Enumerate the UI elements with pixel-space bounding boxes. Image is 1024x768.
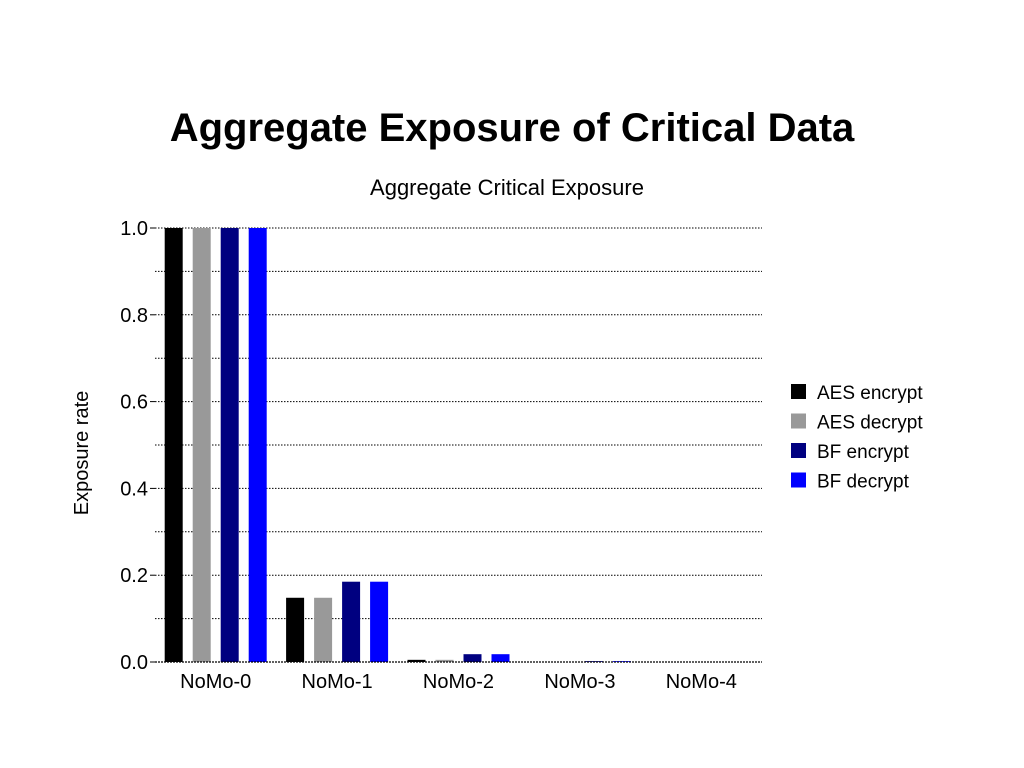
x-tick-label: NoMo-2 (423, 671, 494, 693)
legend-label: BF encrypt (817, 442, 910, 463)
bar-aes-decrypt-nomo-0 (192, 228, 211, 662)
y-axis-label: Exposure rate (71, 391, 93, 516)
axes: 0.0 0.2 0.4 0.6 0.8 1.0 NoMo-0 NoMo-1 NoMo-2 NoMo… (120, 218, 762, 693)
bar-bf-decrypt-nomo-0 (248, 228, 267, 662)
grid-lines (155, 227, 762, 620)
bar-aes-encrypt-nomo-0 (164, 228, 183, 662)
y-tick-label: 0.8 (120, 305, 148, 327)
x-tick-label: NoMo-0 (180, 671, 251, 693)
legend-swatch (791, 443, 806, 458)
y-tick-label: 1.0 (120, 218, 148, 240)
bar-bf-decrypt-nomo-2 (491, 654, 510, 662)
chart-title: Aggregate Critical Exposure (370, 175, 644, 200)
legend: AES encrypt AES decrypt BF encrypt BF decry… (791, 383, 923, 493)
x-tick-label: NoMo-1 (302, 671, 373, 693)
bar-bf-encrypt-nomo-2 (463, 654, 482, 662)
bar-bf-encrypt-nomo-1 (342, 581, 361, 662)
legend-label: AES decrypt (817, 413, 923, 434)
legend-swatch (791, 472, 806, 488)
y-tick-label: 0.4 (120, 478, 148, 500)
x-tick-label: NoMo-4 (666, 671, 737, 693)
x-tick-label: NoMo-3 (544, 671, 615, 693)
bar-aes-decrypt-nomo-1 (314, 597, 333, 662)
bar-aes-decrypt-nomo-2 (435, 659, 454, 662)
legend-label: BF decrypt (817, 472, 910, 493)
bar-bf-encrypt-nomo-0 (220, 228, 239, 662)
legend-label: AES encrypt (817, 383, 923, 404)
y-tick-label: 0.2 (120, 565, 148, 587)
legend-swatch (791, 384, 806, 399)
bar-aes-encrypt-nomo-2 (407, 659, 426, 662)
bar-bf-decrypt-nomo-1 (370, 581, 389, 662)
y-tick-label: 0.0 (120, 652, 148, 674)
legend-swatch (791, 413, 806, 429)
slide-title: Aggregate Exposure of Critical Data (169, 106, 855, 150)
y-tick-label: 0.6 (120, 392, 148, 414)
bars (164, 228, 631, 662)
bar-aes-encrypt-nomo-1 (286, 597, 305, 662)
